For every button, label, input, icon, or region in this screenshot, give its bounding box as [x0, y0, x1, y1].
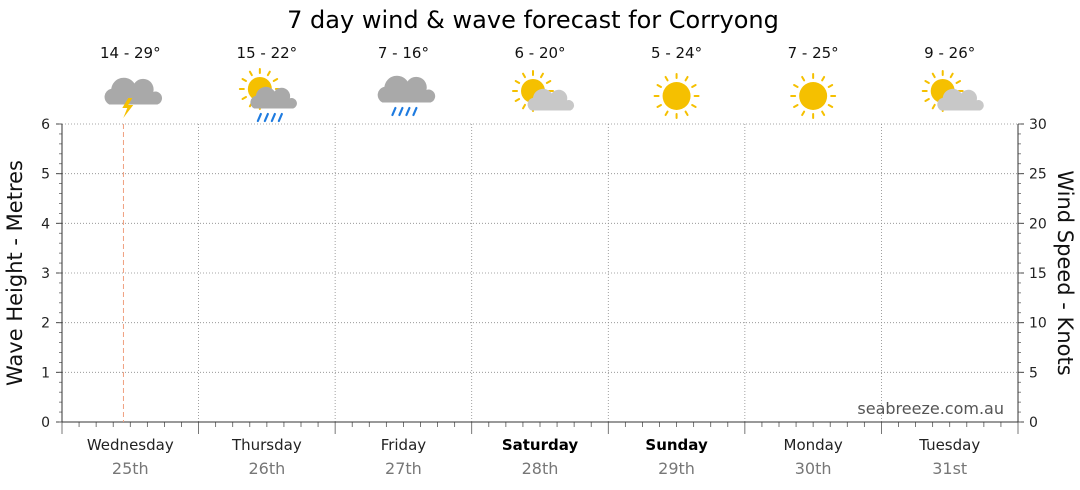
- right-axis-label: Wind Speed - Knots: [1053, 170, 1077, 375]
- sun-ray: [691, 104, 697, 108]
- day-label: Thursday: [231, 436, 302, 454]
- sun-ray: [684, 75, 689, 82]
- date-label: 26th: [248, 459, 285, 478]
- sun-ray: [514, 80, 521, 84]
- rain-drop: [391, 106, 397, 117]
- chart-title: 7 day wind & wave forecast for Corryong: [287, 6, 779, 34]
- day-label: Tuesday: [918, 436, 980, 454]
- left-tick-label: 0: [41, 415, 50, 431]
- cloud-shape: [250, 86, 297, 109]
- sun-ray: [827, 104, 834, 108]
- sun-ray: [545, 80, 552, 84]
- partly-sunny-icon: [921, 70, 984, 112]
- sun-ray: [664, 110, 669, 117]
- sun-ray: [248, 70, 253, 77]
- sun-ray: [241, 78, 248, 82]
- right-tick-label: 0: [1029, 415, 1038, 431]
- rain-drop: [405, 106, 411, 117]
- temp-range-label: 5 - 24°: [651, 44, 702, 62]
- rain-drop: [398, 106, 404, 117]
- sun-ray: [931, 72, 936, 79]
- sun-ray: [827, 84, 834, 88]
- sun-ray: [924, 98, 930, 102]
- day-label: Friday: [381, 436, 427, 454]
- date-label: 30th: [795, 459, 832, 478]
- sun-ray: [272, 78, 279, 82]
- left-tick-label: 4: [41, 216, 50, 232]
- sun-ray: [664, 75, 669, 82]
- partly-sunny-icon: [512, 70, 575, 112]
- sun-ray: [266, 70, 271, 77]
- cloud-shape: [377, 75, 436, 103]
- sun-ray: [949, 72, 954, 79]
- sun-ray: [821, 75, 826, 82]
- day-label: Wednesday: [87, 436, 174, 454]
- rain-drop: [256, 112, 262, 123]
- sun-disc: [799, 82, 828, 110]
- sun-ray: [793, 104, 799, 108]
- rain-drop: [270, 112, 276, 123]
- sun-ray: [924, 80, 930, 84]
- sun-ray: [241, 96, 248, 100]
- day-label: Saturday: [502, 436, 579, 454]
- sun-ray: [821, 110, 826, 117]
- sun-cloud-rain-icon: [238, 68, 297, 123]
- date-label: 28th: [522, 459, 559, 478]
- left-tick-label: 6: [41, 117, 50, 133]
- cloud-shape: [937, 88, 984, 111]
- left-tick-label: 1: [41, 365, 50, 381]
- day-label: Monday: [784, 436, 843, 454]
- date-label: 27th: [385, 459, 422, 478]
- sun-ray: [684, 110, 689, 117]
- temp-range-label: 15 - 22°: [237, 44, 298, 62]
- temp-range-label: 6 - 20°: [514, 44, 565, 62]
- bolt-shape: [122, 98, 134, 118]
- left-axis-label: Wave Height - Metres: [3, 160, 27, 386]
- date-label: 25th: [112, 459, 149, 478]
- sun-ray: [540, 72, 544, 79]
- date-label: 31st: [932, 459, 967, 478]
- sun-ray: [801, 110, 806, 117]
- temp-range-label: 14 - 29°: [100, 44, 161, 62]
- rain-drop: [277, 112, 283, 123]
- sun-ray: [514, 98, 521, 102]
- rain-drop: [263, 112, 269, 123]
- cloud-shape: [104, 77, 163, 105]
- sun-ray: [691, 84, 697, 88]
- right-tick-label: 25: [1029, 167, 1047, 183]
- sun-ray: [955, 80, 962, 84]
- temp-range-label: 7 - 16°: [378, 44, 429, 62]
- right-tick-label: 30: [1029, 117, 1047, 133]
- temp-range-label: 9 - 26°: [924, 44, 975, 62]
- cloud-rain-icon: [377, 75, 436, 117]
- sun-disc: [662, 82, 691, 110]
- left-tick-label: 2: [41, 316, 50, 332]
- sun-ray: [931, 103, 936, 110]
- sun-ray: [522, 103, 526, 110]
- right-tick-label: 20: [1029, 216, 1047, 232]
- day-label: Sunday: [645, 436, 708, 454]
- sun-ray: [801, 75, 806, 82]
- sun-icon: [653, 73, 700, 119]
- left-tick-label: 5: [41, 167, 50, 183]
- thunderstorm-icon: [104, 77, 163, 118]
- cloud-shape: [527, 88, 575, 111]
- sun-ray: [793, 84, 799, 88]
- sun-icon: [790, 73, 837, 119]
- right-tick-label: 10: [1029, 316, 1047, 332]
- temp-range-label: 7 - 25°: [788, 44, 839, 62]
- sun-ray: [656, 104, 662, 108]
- date-label: 29th: [658, 459, 695, 478]
- left-tick-label: 3: [41, 266, 50, 282]
- credit-text: seabreeze.com.au: [857, 399, 1004, 418]
- rain-drop: [412, 106, 418, 117]
- plot-area: 0 1 2 3 4 5 6 0 5 10 15 20 25 30 Wednesday 25th 14 - 29°…: [41, 44, 1047, 478]
- right-tick-label: 15: [1029, 266, 1047, 282]
- right-tick-label: 5: [1029, 365, 1038, 381]
- sun-ray: [656, 84, 662, 88]
- sun-ray: [522, 72, 526, 79]
